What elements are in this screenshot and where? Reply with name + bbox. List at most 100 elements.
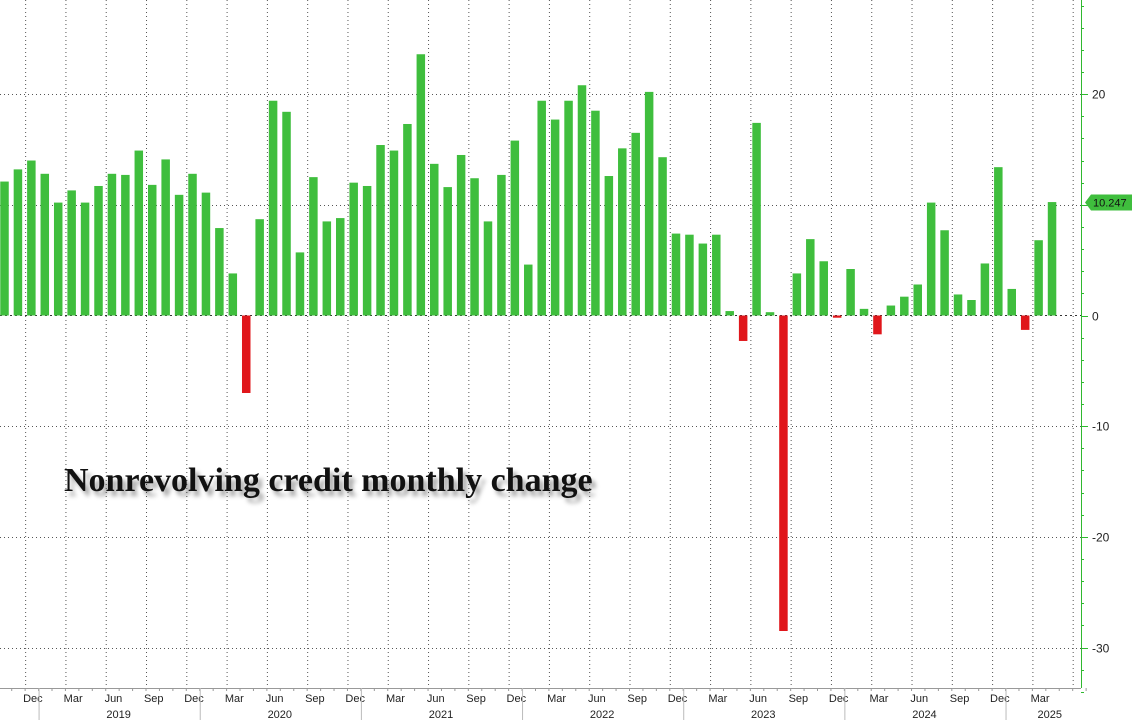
bar (255, 219, 264, 316)
last-value-marker: 10.247 (1085, 194, 1132, 211)
x-tick-label: Jun (427, 693, 445, 705)
bar (376, 145, 385, 316)
bar (497, 174, 506, 316)
x-year-label: 2019 (106, 709, 130, 720)
bar (671, 233, 681, 316)
bar (994, 167, 1003, 316)
bar (792, 273, 802, 316)
bar (510, 140, 520, 316)
bars (0, 54, 1057, 631)
bar (362, 185, 372, 316)
bar (322, 221, 332, 316)
bar (309, 177, 318, 316)
bar (980, 263, 990, 316)
bar (188, 173, 197, 316)
bar (268, 100, 278, 316)
x-axis: Dec Mar Jun Sep Dec Mar Jun Sep Dec Mar Jun Sep Dec M… (0, 688, 1087, 720)
x-tick-label: Sep (627, 693, 647, 705)
x-tick-label: Dec (990, 693, 1010, 705)
bar (107, 173, 117, 316)
x-tick-label: Sep (466, 693, 486, 705)
x-tick-label: Jun (588, 693, 606, 705)
bar (698, 243, 708, 316)
bar (389, 150, 399, 316)
bar (900, 296, 909, 316)
bar (712, 234, 721, 316)
y-tick-label: 20 (1092, 88, 1106, 102)
bar (873, 315, 882, 335)
bar (940, 230, 949, 316)
bar (295, 252, 305, 316)
x-tick-label: Mar (547, 693, 566, 705)
bar (832, 315, 842, 318)
bar (550, 119, 560, 316)
x-tick-label: Sep (144, 693, 164, 705)
x-tick-label: Dec (184, 693, 204, 705)
bar (67, 190, 76, 316)
bar (121, 174, 130, 316)
x-tick-label: Mar (64, 693, 83, 705)
bar (147, 184, 157, 316)
x-tick-label: Jun (910, 693, 928, 705)
bar (336, 218, 345, 316)
bar (859, 308, 869, 316)
y-axis: 20100-10-20-30 (1081, 0, 1110, 693)
y-tick-label: -20 (1092, 531, 1110, 545)
bar (1007, 288, 1016, 316)
bar (430, 163, 439, 316)
bar (349, 182, 358, 316)
bar (241, 315, 251, 393)
bar (13, 169, 23, 316)
x-tick-label: Dec (23, 693, 43, 705)
chart-title: Nonrevolving credit monthly change (64, 462, 593, 499)
x-tick-label: Jun (266, 693, 284, 705)
bar (658, 157, 667, 316)
y-tick-label: -30 (1092, 642, 1110, 656)
bar (913, 284, 922, 316)
bar (926, 202, 936, 316)
bar (577, 85, 587, 316)
bar (40, 173, 50, 316)
x-tick-label: Dec (345, 693, 365, 705)
bar (779, 315, 788, 631)
x-year-label: 2024 (912, 709, 936, 720)
bar (591, 110, 600, 316)
bar (953, 294, 963, 316)
bar (215, 228, 224, 316)
bar (53, 202, 63, 316)
bar (537, 100, 546, 316)
x-tick-label: Mar (869, 693, 888, 705)
x-year-label: 2021 (429, 709, 453, 720)
x-tick-label: Mar (708, 693, 727, 705)
bar (846, 269, 855, 316)
bar (80, 202, 90, 316)
bar (174, 194, 184, 316)
x-tick-label: Jun (749, 693, 767, 705)
bar (806, 239, 815, 316)
x-tick-label: Sep (950, 693, 970, 705)
bar (201, 192, 211, 316)
bar (470, 178, 479, 316)
bar (282, 111, 291, 316)
bar (161, 159, 170, 316)
x-tick-label: Mar (1031, 693, 1050, 705)
y-tick-label: 0 (1092, 310, 1099, 324)
bar (765, 312, 775, 316)
bar (685, 234, 694, 316)
bar (94, 185, 103, 316)
bar (564, 100, 573, 316)
last-value-badge (1085, 194, 1132, 211)
bar (483, 221, 493, 316)
bar (443, 187, 452, 316)
bar (1034, 240, 1043, 316)
x-year-label: 2020 (268, 709, 292, 720)
bar (524, 264, 533, 316)
x-tick-label: Jun (105, 693, 123, 705)
x-tick-label: Sep (305, 693, 325, 705)
bar (644, 91, 654, 316)
bar (752, 122, 761, 316)
bar (0, 181, 9, 316)
bar (1047, 202, 1057, 316)
bar (886, 305, 896, 316)
